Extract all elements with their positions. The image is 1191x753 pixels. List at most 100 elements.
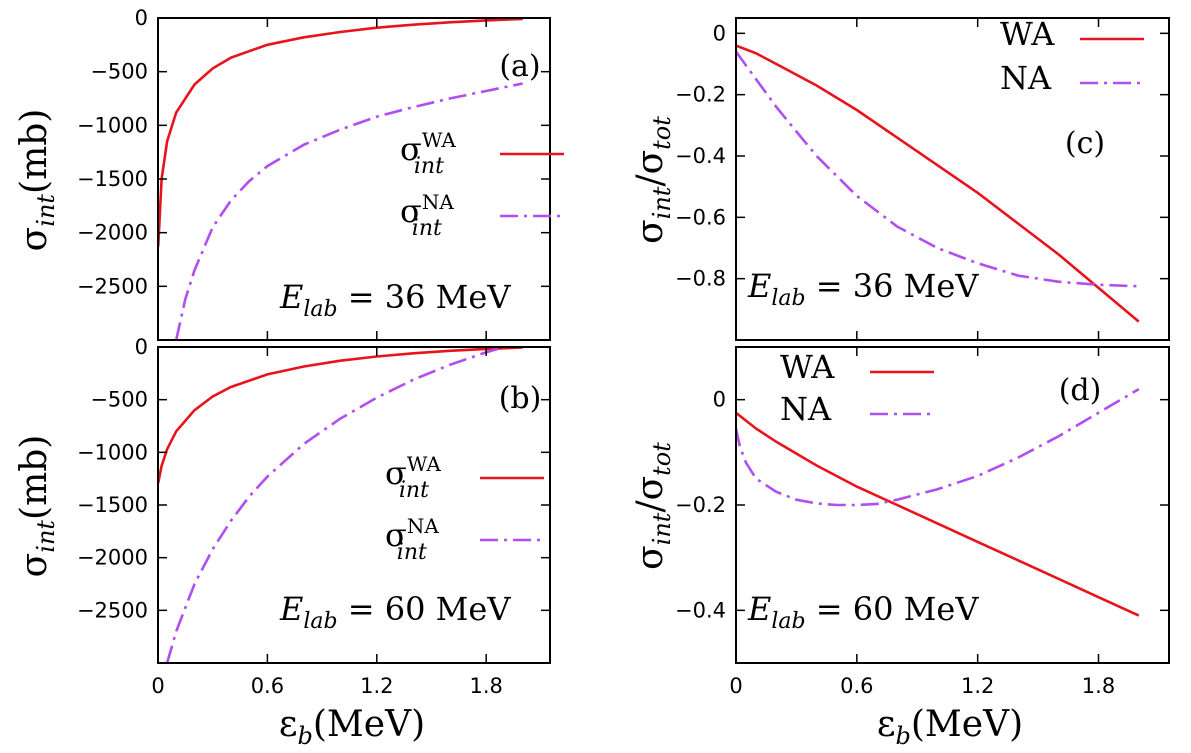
xlabel-left-sub: b: [298, 722, 313, 750]
xlabel-left: εb(MeV): [279, 704, 425, 750]
ytick-label-a-5: −2500: [77, 274, 148, 298]
panel-label-b: (b): [499, 381, 542, 416]
series-b-na: [165, 347, 516, 663]
energy-annotation-main-d: E: [747, 590, 771, 628]
energy-annotation-eq-b: = 60 MeV: [338, 590, 512, 628]
ytick-label-a-3: −1500: [77, 167, 148, 191]
legend-sup-a-0: WA: [422, 128, 457, 152]
ytick-label-b-0: 0: [135, 335, 148, 359]
panel-d: 0 −0.2 −0.4 0 0.6 1.2 1.8 (d) Elab = 60 MeV WA NA: [675, 346, 1170, 698]
legend-name-c-1: NA: [1000, 59, 1052, 97]
legend-entry-d-0: WA: [780, 348, 835, 386]
ylabel-b-main: σ: [14, 553, 55, 578]
ylabel-c-main: σ: [630, 219, 671, 244]
legend-sub-a-1: int: [412, 216, 442, 241]
xtick-label-b-1: 0.6: [251, 674, 284, 698]
xtick-label-d-1: 0.6: [840, 674, 873, 698]
legend-sup-b-1: NA: [407, 514, 440, 538]
series-c-wa: [736, 44, 1140, 323]
ytick-label-a-1: −500: [90, 60, 148, 84]
xtick-label-d-3: 1.8: [1082, 674, 1115, 698]
panel-a: 0 −500 −1000 −1500 −2000 −2500 (a) Elab = 36 Me…: [77, 6, 564, 341]
legend-entry-d-1: NA: [780, 390, 832, 428]
panel-label-a: (a): [499, 49, 540, 84]
legend-entry-b-0: σWA int: [385, 452, 441, 503]
ylabel-d-sub2: tot: [648, 442, 676, 476]
energy-annotation-sub-b: lab: [303, 609, 337, 634]
energy-annotation-a: Elab = 36 MeV: [279, 278, 511, 322]
ylabel-c: σint/σtot: [630, 116, 676, 244]
legend-name-b-1: σ: [385, 516, 407, 554]
ylabel-c-main2: σ: [630, 150, 671, 175]
panel-label-c: (c): [1065, 126, 1105, 161]
ytick-label-c-0: 0: [713, 21, 726, 45]
series-b-wa: [158, 347, 523, 484]
legend-name-a-1: σ: [400, 192, 422, 230]
legend-entry-c-0: WA: [1000, 15, 1055, 53]
energy-annotation-eq-c: = 36 MeV: [806, 267, 980, 305]
energy-annotation-eq-a: = 36 MeV: [338, 278, 512, 316]
energy-annotation-main-c: E: [747, 267, 771, 305]
xlabel-right: εb(MeV): [877, 704, 1023, 750]
ytick-label-b-2: −1000: [77, 440, 148, 464]
series-c-na: [736, 50, 1139, 288]
xtick-label-b-0: 0: [151, 674, 164, 698]
ylabel-d-sep: /: [630, 500, 671, 513]
xtick-label-b-3: 1.8: [469, 674, 502, 698]
legend-name-d-1: NA: [780, 390, 832, 428]
panel-c: 0 −0.2 −0.4 −0.6 −0.8 (c) Elab = 36 MeV WA NA: [675, 15, 1170, 341]
ytick-label-d-1: −0.2: [675, 493, 726, 517]
ytick-label-c-2: −0.4: [675, 144, 726, 168]
energy-annotation-sub-a: lab: [303, 297, 337, 322]
legend-name-b-0: σ: [385, 454, 407, 492]
ylabel-a-sub: int: [32, 194, 60, 227]
axes-frame-c: [735, 17, 1170, 341]
ylabel-c-sep: /: [630, 174, 671, 187]
ytick-label-b-1: −500: [90, 388, 148, 412]
legend-name-a-0: σ: [400, 130, 422, 168]
xtick-label-d-2: 1.2: [961, 674, 994, 698]
xlabel-right-sub: b: [896, 722, 911, 750]
ylabel-c-sub2: tot: [648, 116, 676, 150]
legend-entry-b-1: σNA int: [385, 514, 439, 565]
ylabel-d-sub: int: [648, 512, 676, 545]
ytick-label-d-0: 0: [713, 388, 726, 412]
legend-sup-b-0: WA: [407, 452, 442, 476]
xlabel-left-unit: (MeV): [313, 704, 425, 745]
energy-annotation-sub-d: lab: [771, 609, 805, 634]
ytick-label-d-2: −0.4: [675, 598, 726, 622]
ytick-label-c-1: −0.2: [675, 83, 726, 107]
panels-group: 0 −500 −1000 −1500 −2000 −2500 (a) Elab = 36 Me…: [77, 6, 1170, 698]
energy-annotation-c: Elab = 36 MeV: [747, 267, 979, 311]
legend-entry-c-1: NA: [1000, 59, 1052, 97]
series-d-wa: [736, 411, 1140, 617]
xlabel-right-unit: (MeV): [911, 704, 1023, 745]
ytick-label-a-2: −1000: [77, 113, 148, 137]
legend-sup-a-1: NA: [422, 190, 455, 214]
legend-entry-a-1: σNA int: [400, 190, 454, 241]
series-d-na: [736, 387, 1140, 507]
ytick-label-c-4: −0.8: [675, 267, 726, 291]
legend-name-d-0: WA: [780, 348, 835, 386]
energy-annotation-sub-c: lab: [771, 286, 805, 311]
ytick-label-c-3: −0.6: [675, 205, 726, 229]
ytick-label-a-4: −2000: [77, 221, 148, 245]
xlabel-left-main: ε: [279, 704, 298, 745]
legend-name-c-0: WA: [1000, 15, 1055, 53]
ylabel-b-unit: (mb): [14, 435, 55, 520]
ylabel-d-main: σ: [630, 545, 671, 570]
panel-label-d: (d): [1059, 373, 1102, 408]
ylabel-d: σint/σtot: [630, 442, 676, 570]
xtick-label-d-0: 0: [729, 674, 742, 698]
xlabel-right-main: ε: [877, 704, 896, 745]
xtick-label-b-2: 1.2: [360, 674, 393, 698]
series-a-wa: [158, 18, 523, 247]
panel-b: 0 −500 −1000 −1500 −2000 −2500 0 0.6 1.2 1.8 (b) El…: [77, 335, 551, 698]
ylabel-c-sub: int: [648, 186, 676, 219]
ytick-label-a-0: 0: [135, 6, 148, 30]
legend-sub-b-0: int: [399, 478, 429, 503]
ylabel-a-unit: (mb): [14, 109, 55, 194]
legend-sub-a-0: int: [414, 154, 444, 179]
ylabel-b-sub: int: [32, 520, 60, 553]
